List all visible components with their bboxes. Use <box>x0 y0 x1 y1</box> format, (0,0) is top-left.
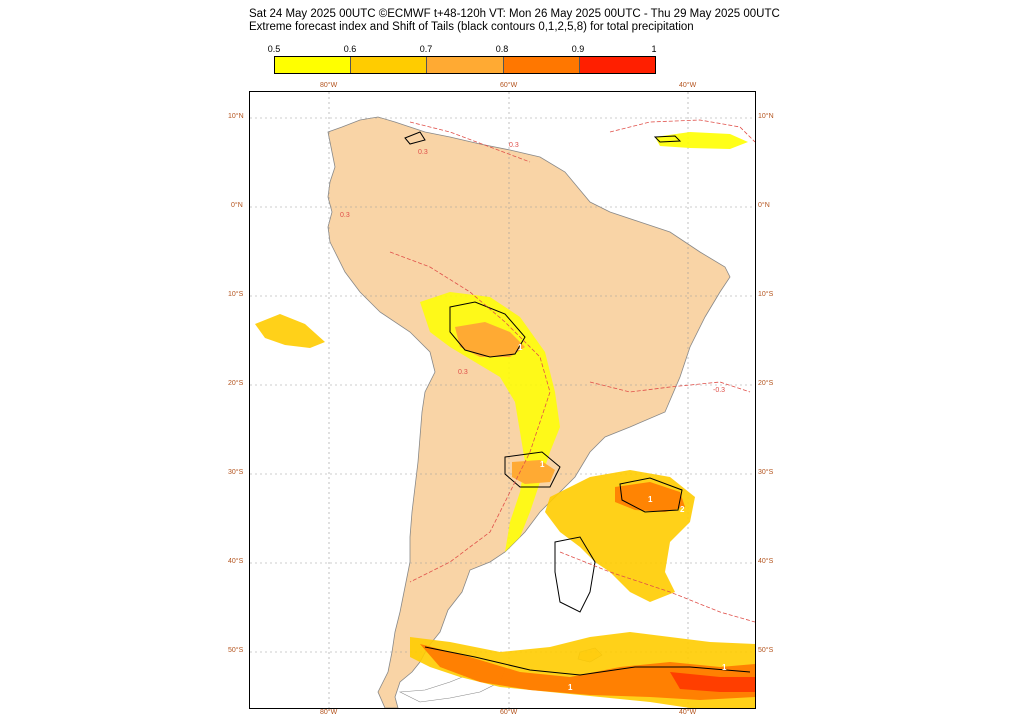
sot-contour <box>424 646 751 676</box>
lat-label-left: 10°S <box>228 291 244 298</box>
efi-dashed-contour <box>609 119 755 143</box>
sot-contours <box>404 131 751 676</box>
efi-orange-atlantic <box>615 482 685 512</box>
efi-contour-label: 0.3 <box>340 212 350 219</box>
efi-contour-label: -0.3 <box>713 387 725 394</box>
efi-dashed-contour <box>409 121 531 163</box>
efi-dashed-contour <box>389 251 551 583</box>
efi-pacific-patch <box>255 314 325 348</box>
lat-label-left: 10°N <box>228 113 244 120</box>
efi-atlantic-north-patch <box>655 132 748 149</box>
legend-labels: 0.5 0.6 0.7 0.8 0.9 1 <box>268 44 657 56</box>
lat-label-left: 40°S <box>228 558 244 565</box>
sot-contour <box>554 536 596 613</box>
lon-label-bottom: 80°W <box>320 709 338 716</box>
efi-contour-labels: 0.3 0.3 0.3 0.3 -0.3 <box>340 142 725 394</box>
lat-label-left: 30°S <box>228 469 244 476</box>
efi-contour-label: 0.3 <box>509 142 519 149</box>
legend-label: 0.6 <box>343 44 357 54</box>
lon-label-bottom: 60°W <box>500 709 518 716</box>
lat-label-right: 10°S <box>758 291 774 298</box>
sot-contour <box>619 477 683 513</box>
lat-label-left: 20°S <box>228 380 244 387</box>
lat-label-left: 0°N <box>231 202 243 209</box>
title-line-1: Sat 24 May 2025 00UTC ©ECMWF t+48-120h V… <box>249 8 780 20</box>
legend-label: 0.5 <box>267 44 281 54</box>
lat-label-right: 40°S <box>758 558 774 565</box>
efi-red-south <box>670 672 755 692</box>
map-panel[interactable]: 0.3 0.3 0.3 0.3 -0.3 1 1 1 2 1 1 <box>249 91 756 709</box>
sot-contour-labels: 1 1 1 2 1 1 <box>518 343 727 692</box>
sot-contour-label: 1 <box>722 663 727 672</box>
legend-label: 0.9 <box>571 44 585 54</box>
efi-dashed-contour <box>559 551 755 623</box>
lon-label-top: 40°W <box>679 82 697 89</box>
lat-label-right: 20°S <box>758 380 774 387</box>
sot-contour-label: 2 <box>680 505 685 514</box>
sot-contour-label: 1 <box>568 683 573 692</box>
lat-label-right: 30°S <box>758 469 774 476</box>
efi-dashed-contours <box>389 119 755 623</box>
sot-contour <box>504 451 561 488</box>
efi-contour-label: 0.3 <box>418 149 428 156</box>
lon-label-top: 80°W <box>320 82 338 89</box>
sot-contour-label: 1 <box>518 343 523 352</box>
color-legend: 0.5 0.6 0.7 0.8 0.9 1 <box>268 44 657 74</box>
efi-orange-south <box>420 644 755 700</box>
sot-contour-label: 1 <box>540 460 545 469</box>
sot-contour <box>653 135 682 143</box>
legend-swatch <box>351 57 428 73</box>
title-line-2: Extreme forecast index and Shift of Tail… <box>249 21 694 33</box>
legend-colorbar <box>274 56 656 74</box>
lon-label-top: 60°W <box>500 82 518 89</box>
legend-label: 1 <box>651 44 657 54</box>
map-title: Sat 24 May 2025 00UTC ©ECMWF t+48-120h V… <box>249 8 780 34</box>
legend-swatch <box>275 57 352 73</box>
efi-orange-bolivia <box>455 322 525 357</box>
legend-swatch <box>503 57 580 73</box>
legend-swatch <box>427 57 504 73</box>
sot-contour-label: 1 <box>648 495 653 504</box>
lat-label-right: 50°S <box>758 647 774 654</box>
legend-label: 0.8 <box>495 44 509 54</box>
legend-label: 0.7 <box>419 44 433 54</box>
lat-label-right: 0°N <box>758 202 770 209</box>
efi-dashed-contour <box>589 381 751 393</box>
efi-contour-label: 0.3 <box>458 369 468 376</box>
sot-contour <box>449 301 526 358</box>
legend-swatch <box>579 57 656 73</box>
map-svg: 0.3 0.3 0.3 0.3 -0.3 1 1 1 2 1 1 <box>250 92 755 708</box>
lon-label-bottom: 40°W <box>679 709 697 716</box>
sot-contour <box>404 131 426 145</box>
lat-label-right: 10°N <box>758 113 774 120</box>
lat-label-left: 50°S <box>228 647 244 654</box>
